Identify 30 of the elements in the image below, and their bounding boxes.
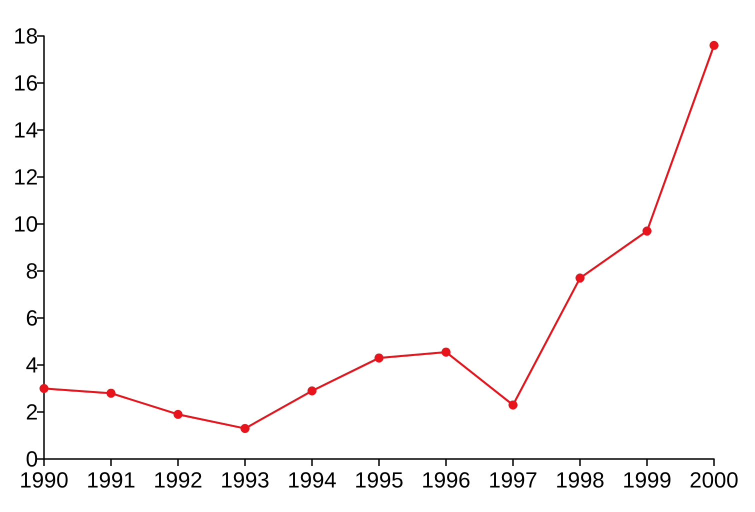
point <box>442 348 450 357</box>
point <box>174 410 182 419</box>
point <box>240 424 250 433</box>
y-tick-label: 18 <box>14 24 38 48</box>
point <box>40 384 48 393</box>
point <box>508 400 518 410</box>
x-tick-label: 1993 <box>220 468 270 492</box>
point <box>308 386 316 396</box>
x-tick-label: 1995 <box>354 468 404 492</box>
x-tick-label: 2000 <box>690 468 738 492</box>
x-tick-label: 1996 <box>422 468 470 492</box>
y-tick-label: 2 <box>26 400 38 424</box>
y-tick-label: 10 <box>14 212 38 236</box>
x-tick-label: 1992 <box>154 468 202 492</box>
x-tick-label: 1999 <box>622 468 672 492</box>
y-tick-label: 6 <box>26 306 38 330</box>
y-tick-label: 16 <box>14 70 38 96</box>
y-tick-label: 8 <box>26 258 38 284</box>
point <box>642 226 652 236</box>
x-tick-label: 1991 <box>86 468 136 492</box>
x-tick-label: 1997 <box>488 468 538 492</box>
y-tick-label: 12 <box>14 164 38 190</box>
point <box>710 40 718 50</box>
point <box>374 353 384 362</box>
y-tick-label: 4 <box>26 352 38 378</box>
y-tick-label: 14 <box>14 118 38 142</box>
point <box>106 388 116 398</box>
x-tick-label: 1998 <box>556 468 604 492</box>
x-tick-label: 1994 <box>288 468 336 492</box>
point <box>576 274 584 283</box>
